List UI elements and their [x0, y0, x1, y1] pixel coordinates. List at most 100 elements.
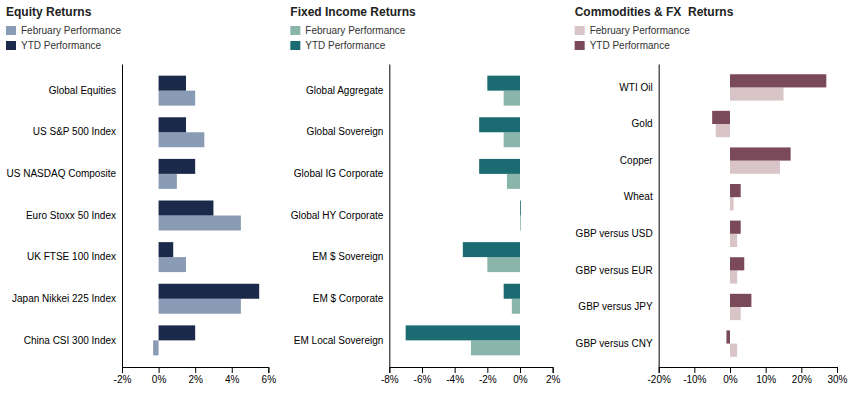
tick-label: -20% [647, 374, 670, 385]
tick-label: US S&P 500 Index [33, 126, 116, 137]
bar [159, 325, 196, 340]
axis-line [390, 368, 553, 374]
bar [512, 299, 520, 314]
bar [487, 257, 520, 272]
tick-label: 2% [546, 374, 561, 385]
bars [712, 74, 826, 357]
bar [159, 201, 214, 216]
legend-label: YTD Performance [590, 40, 670, 51]
tick: GBP versus JPY [578, 301, 658, 312]
tick: 2% [546, 367, 561, 385]
tick: GBP versus EUR [576, 265, 659, 276]
x-axis: -20% -10% 0% 10% 20% 30% [647, 367, 847, 385]
tick-label: -8% [381, 374, 399, 385]
tick-mark [694, 367, 695, 373]
tick-mark [766, 367, 767, 373]
bar [504, 91, 520, 106]
bar [730, 87, 784, 100]
legend-swatch [6, 26, 16, 35]
bar [159, 299, 241, 314]
tick: EM $ Sovereign [312, 251, 389, 262]
tick-label: 0% [723, 374, 738, 385]
bar [479, 159, 520, 174]
legend-item: February Performance [6, 25, 121, 36]
legend-label: YTD Performance [21, 40, 101, 51]
tick: Copper [620, 155, 659, 166]
legend-item: YTD Performance [575, 40, 670, 51]
tick-label: Japan Nikkei 225 Index [12, 293, 116, 304]
tick-label: Global IG Corporate [294, 168, 384, 179]
title: Fixed Income Returns [290, 5, 416, 19]
legend-swatch [575, 26, 585, 35]
tick-label: EM $ Corporate [313, 293, 384, 304]
bar [716, 124, 730, 137]
legend-item: February Performance [575, 25, 690, 36]
legend: February Performance YTD Performance [6, 25, 121, 51]
tick-label: Global Equities [49, 85, 116, 96]
tick-mark [455, 367, 456, 373]
tick-label: Wheat [624, 191, 653, 202]
bars [153, 76, 259, 356]
tick-mark [232, 367, 233, 373]
bar [159, 91, 196, 106]
tick-label: GBP versus CNY [576, 338, 653, 349]
bar [730, 234, 737, 247]
tick-label: US NASDAQ Composite [7, 168, 117, 179]
bar [520, 216, 522, 231]
axis-line [659, 65, 660, 368]
bar [520, 201, 522, 216]
tick-label: 20% [792, 374, 812, 385]
axis-line [389, 65, 390, 368]
tick: WTI Oil [619, 82, 658, 93]
tick-label: GBP versus JPY [578, 301, 653, 312]
tick: -6% [414, 367, 432, 385]
y-axis: WTI OilGoldCopperWheatGBP versus USDGBP … [576, 65, 660, 368]
title: Commodities & FX Returns [575, 5, 734, 19]
tick-mark [122, 367, 123, 373]
tick-label: Global Aggregate [306, 85, 384, 96]
tick: -2% [479, 367, 497, 385]
bar [406, 325, 520, 340]
tick: EM $ Corporate [313, 293, 390, 304]
tick: -2% [114, 367, 132, 385]
legend-swatch [290, 26, 300, 35]
panel: Equity Returns February Performance YTD Pe… [6, 5, 276, 385]
tick: -4% [446, 367, 464, 385]
tick-mark [389, 367, 390, 373]
tick: 0% [152, 367, 167, 385]
legend-swatch [575, 41, 585, 50]
tick-label: 0% [152, 374, 167, 385]
tick: GBP versus CNY [576, 338, 659, 349]
bar [479, 117, 520, 132]
legend: February Performance YTD Performance [575, 25, 690, 51]
bar [487, 76, 520, 91]
tick-label: 4% [225, 374, 240, 385]
bar [463, 242, 520, 257]
legend: February Performance YTD Performance [290, 25, 405, 51]
tick-label: 2% [188, 374, 203, 385]
bar [730, 184, 741, 197]
axis-line [659, 368, 837, 374]
tick: Euro Stoxx 50 Index [26, 210, 122, 221]
tick: 10% [756, 367, 776, 385]
tick-mark [659, 367, 660, 373]
legend-label: February Performance [21, 25, 121, 36]
tick-mark [195, 367, 196, 373]
tick: Global HY Corporate [291, 210, 390, 221]
tick-mark [730, 367, 731, 373]
bar [730, 74, 826, 87]
tick-label: -2% [114, 374, 132, 385]
legend-item: February Performance [290, 25, 405, 36]
bar [159, 132, 205, 147]
tick: 4% [225, 367, 240, 385]
bar [730, 197, 734, 210]
legend-item: YTD Performance [6, 40, 101, 51]
bar [507, 174, 520, 189]
tick-label: 30% [827, 374, 847, 385]
bar [730, 161, 780, 174]
title: Equity Returns [6, 5, 92, 19]
tick-label: Copper [620, 155, 653, 166]
tick-label: -10% [683, 374, 706, 385]
tick: 0% [513, 367, 528, 385]
legend-label: YTD Performance [305, 40, 385, 51]
